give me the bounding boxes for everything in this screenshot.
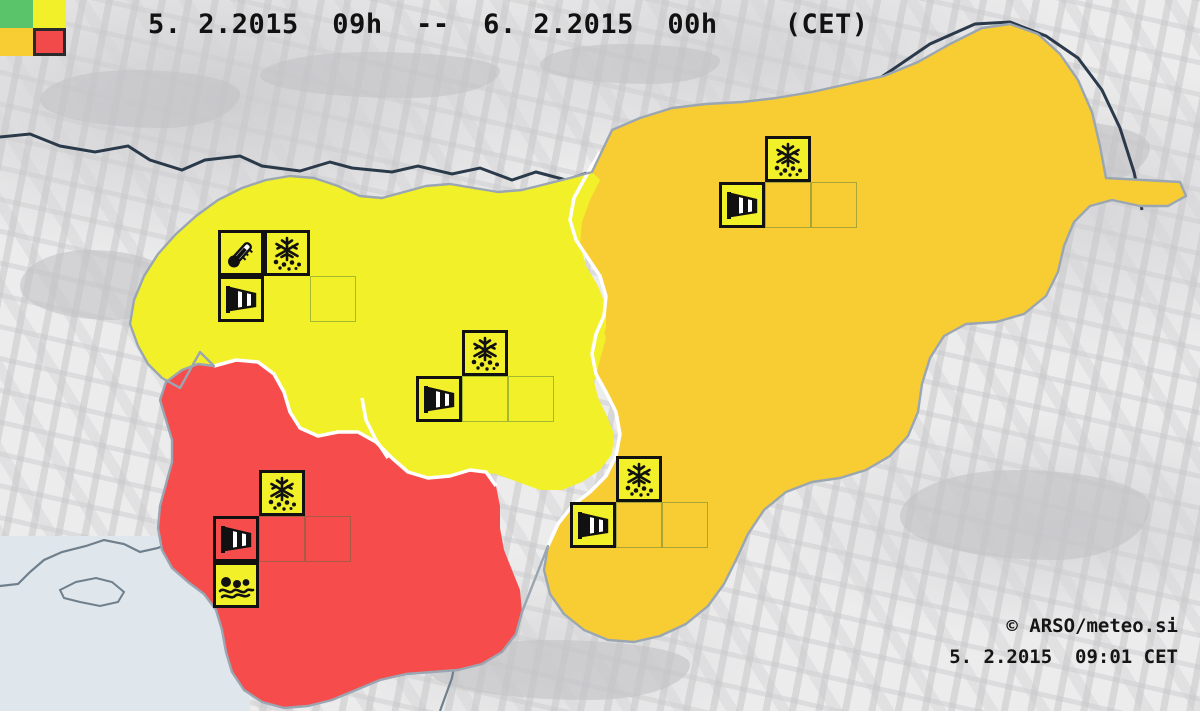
warning-row: Low temperature Snow xyxy=(218,230,356,276)
low-temperature-icon[interactable]: Low temperature xyxy=(218,230,264,276)
wind-icon[interactable]: Wind xyxy=(416,376,462,422)
warning-level-legend[interactable] xyxy=(0,0,66,56)
wind-icon[interactable]: Wind xyxy=(213,516,259,562)
warning-cell-empty xyxy=(462,376,508,422)
page-title: 5. 2.2015 09h -- 6. 2.2015 00h (CET) xyxy=(148,9,869,40)
warning-row: Coast xyxy=(213,562,351,608)
terrain-relief-patch xyxy=(540,44,720,84)
snow-icon[interactable]: Snow xyxy=(259,470,305,516)
issued-timestamp: 5. 2.2015 09:01 CET xyxy=(949,646,1178,668)
snow-icon[interactable]: Snow xyxy=(765,136,811,182)
snow-icon[interactable]: Snow xyxy=(264,230,310,276)
warning-cell-empty xyxy=(259,516,305,562)
legend-swatch-green[interactable] xyxy=(0,0,33,28)
terrain-relief-patch xyxy=(260,52,500,98)
warning-cell-empty xyxy=(811,182,857,228)
warning-cell-empty xyxy=(305,516,351,562)
warning-group-south-west[interactable]: Snow Wind Coast xyxy=(213,470,351,608)
warning-cell-spacer xyxy=(719,136,765,182)
region-boundaries xyxy=(213,151,622,547)
legend-swatch-yellow[interactable] xyxy=(33,0,66,28)
warning-row: Wind xyxy=(719,182,857,228)
terrain-relief-patch xyxy=(900,470,1150,560)
terrain-relief-patch xyxy=(40,70,240,128)
region-north-east[interactable] xyxy=(544,24,1186,642)
snow-icon[interactable]: Snow xyxy=(616,456,662,502)
warning-row: Snow xyxy=(213,470,351,516)
warning-row: Wind xyxy=(213,516,351,562)
snow-icon[interactable]: Snow xyxy=(462,330,508,376)
warning-row: Wind xyxy=(416,376,554,422)
legend-swatch-red[interactable] xyxy=(33,28,66,56)
warning-cell-empty xyxy=(662,502,708,548)
warning-row: Wind xyxy=(570,502,708,548)
warning-group-central[interactable]: Snow Wind xyxy=(416,330,554,422)
warning-cell-spacer xyxy=(264,276,310,322)
warning-group-south-east[interactable]: Snow Wind xyxy=(570,456,708,548)
attribution-text: © ARSO/meteo.si xyxy=(1006,615,1178,637)
wind-icon[interactable]: Wind xyxy=(218,276,264,322)
warning-row: Snow xyxy=(570,456,708,502)
warning-cell-empty xyxy=(310,276,356,322)
coast-icon[interactable]: Coast xyxy=(213,562,259,608)
warning-row: Snow xyxy=(719,136,857,182)
coastline-inlet xyxy=(58,576,126,608)
warning-cell-empty xyxy=(616,502,662,548)
warning-group-north-east[interactable]: Snow Wind xyxy=(719,136,857,228)
international-border-line xyxy=(0,20,1144,211)
country-outline xyxy=(128,22,1188,710)
wind-icon[interactable]: Wind xyxy=(719,182,765,228)
wind-icon[interactable]: Wind xyxy=(570,502,616,548)
region-south-west[interactable] xyxy=(158,360,522,708)
region-central[interactable] xyxy=(362,314,614,488)
warning-row: Wind xyxy=(218,276,356,322)
warning-cell-spacer xyxy=(213,470,259,516)
warning-cell-empty xyxy=(508,376,554,422)
legend-swatch-orange[interactable] xyxy=(0,28,33,56)
warning-cell-spacer xyxy=(570,456,616,502)
warning-group-north-west[interactable]: Low temperature Snow xyxy=(218,230,356,322)
warning-row: Snow xyxy=(416,330,554,376)
warning-cell-spacer xyxy=(416,330,462,376)
warning-cell-empty xyxy=(765,182,811,228)
